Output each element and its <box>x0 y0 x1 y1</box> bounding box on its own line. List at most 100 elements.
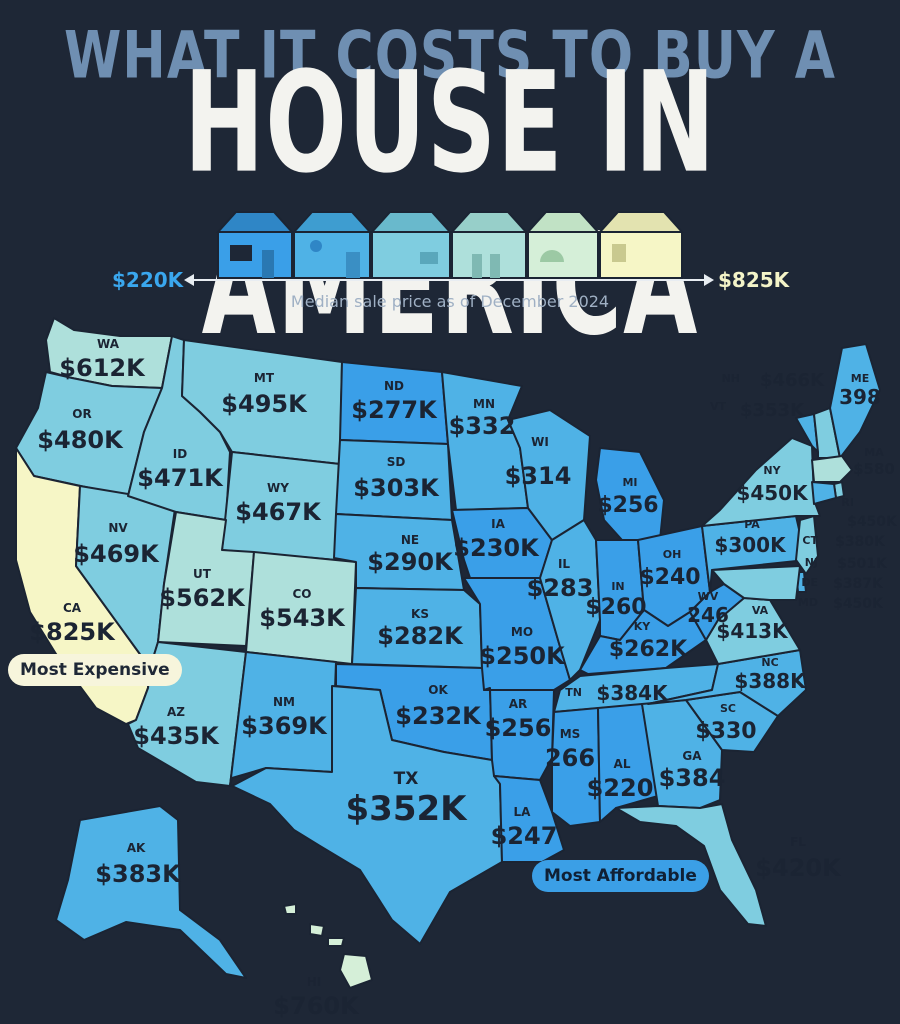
state-code-fl: FL <box>790 835 806 849</box>
state-code-ne: NE <box>401 533 419 547</box>
state-code-il: IL <box>558 557 570 571</box>
state-price-pa: $300K <box>714 533 787 557</box>
state-fl <box>615 803 767 927</box>
scale-note: Median sale price as of December 2024 <box>290 292 610 311</box>
state-code-de: DE <box>801 576 818 589</box>
house-icon-4 <box>449 211 529 279</box>
state-code-la: LA <box>514 805 532 819</box>
state-price-ky: $262K <box>609 637 688 662</box>
subtitle: WHAT IT COSTS TO BUY A <box>63 18 837 94</box>
state-price-ak: $383K <box>95 860 182 888</box>
state-price-wi: $314 <box>505 462 572 490</box>
state-code-az: AZ <box>167 705 185 719</box>
state-al <box>597 703 659 823</box>
scale-high-label: $825K <box>718 268 790 292</box>
state-price-oh: $240 <box>639 565 700 590</box>
state-tx <box>231 685 503 945</box>
state-price-in: $260 <box>585 595 646 620</box>
state-price-il: $283 <box>527 574 594 602</box>
state-code-mo: MO <box>511 625 533 639</box>
state-code-mi: MI <box>622 476 637 489</box>
state-code-ak: AK <box>127 841 146 855</box>
most-expensive-callout: Most Expensive <box>8 654 182 686</box>
state-price-co: $543K <box>259 604 346 632</box>
state-code-ca: CA <box>63 601 82 615</box>
state-code-nh: NH <box>722 372 740 385</box>
state-code-me: ME <box>851 372 869 385</box>
state-price-ne: $290K <box>367 548 454 576</box>
state-price-nj: $501K <box>837 556 888 572</box>
state-code-hi: HI <box>307 975 322 989</box>
state-code-nd: ND <box>384 379 404 393</box>
state-code-va: VA <box>752 604 769 617</box>
state-price-mt: $495K <box>221 390 308 418</box>
house-icon-5 <box>525 211 601 279</box>
state-price-or: $480K <box>37 426 124 454</box>
state-code-ut: UT <box>193 567 212 581</box>
state-code-pa: PA <box>744 518 760 531</box>
house-icon-1 <box>215 211 295 279</box>
state-price-sd: $303K <box>353 474 440 502</box>
scale-arrow <box>184 274 714 286</box>
state-code-tx: TX <box>394 769 419 789</box>
state-code-mt: MT <box>254 371 275 385</box>
state-code-ky: KY <box>634 620 652 633</box>
state-code-ar: AR <box>509 697 528 711</box>
house-icon-3 <box>369 211 453 279</box>
state-code-ga: GA <box>682 749 702 763</box>
state-code-ms: MS <box>560 727 581 741</box>
state-price-ks: $282K <box>377 622 464 650</box>
state-code-nm: NM <box>273 695 295 709</box>
state-hi <box>283 903 373 989</box>
house-icon-2 <box>291 211 373 279</box>
state-code-ny: NY <box>763 464 781 477</box>
state-code-nv: NV <box>108 521 128 535</box>
state-code-vt: VT <box>710 400 727 413</box>
state-price-mi: $256 <box>597 493 658 518</box>
state-md <box>711 565 801 601</box>
state-code-oh: OH <box>663 548 682 561</box>
state-price-nd: $277K <box>351 396 438 424</box>
state-price-md: $450K <box>833 596 884 612</box>
state-code-or: OR <box>72 407 91 421</box>
state-code-tn: TN <box>565 686 582 699</box>
state-price-nv: $469K <box>73 540 160 568</box>
state-code-sd: SD <box>387 455 406 469</box>
state-price-nm: $369K <box>241 712 328 740</box>
state-price-la: $247 <box>491 822 558 850</box>
state-price-ny: $450K <box>736 481 809 505</box>
state-nc <box>647 649 807 717</box>
state-price-az: $435K <box>133 722 220 750</box>
state-price-ri: $450K <box>847 514 898 530</box>
state-price-ct: $380K <box>835 534 886 550</box>
state-code-id: ID <box>173 447 187 461</box>
state-labels: WA $612K OR $480K CA $825K NV $469K ID $471K MT $49… <box>29 337 898 1020</box>
state-price-sc: $330 <box>695 719 756 744</box>
state-price-me: 398 <box>839 385 881 409</box>
state-code-co: CO <box>292 587 311 601</box>
state-nj <box>795 515 819 575</box>
state-price-id: $471K <box>137 464 224 492</box>
state-price-tn: $384K <box>596 681 669 705</box>
house-icon-6 <box>597 211 685 279</box>
state-code-ia: IA <box>491 517 505 531</box>
state-code-ok: OK <box>428 683 448 697</box>
state-price-mo: $250K <box>479 642 566 670</box>
state-code-nj: NJ <box>805 556 818 569</box>
state-code-ct: CT <box>802 534 818 547</box>
state-code-sc: SC <box>720 702 736 715</box>
state-price-nc: $388K <box>734 669 807 693</box>
state-code-wi: WI <box>531 435 549 449</box>
state-price-ut: $562K <box>159 584 246 612</box>
state-ak <box>55 805 247 979</box>
state-code-in: IN <box>611 580 624 593</box>
state-code-md: MD <box>798 596 818 609</box>
state-price-ga: $384 <box>659 764 726 792</box>
state-price-al: $220 <box>587 774 654 802</box>
state-price-nh: $466K <box>760 370 825 391</box>
state-code-al: AL <box>614 757 631 771</box>
state-code-mn: MN <box>473 397 495 411</box>
house-scale <box>215 211 685 279</box>
state-price-vt: $353K <box>740 400 805 421</box>
